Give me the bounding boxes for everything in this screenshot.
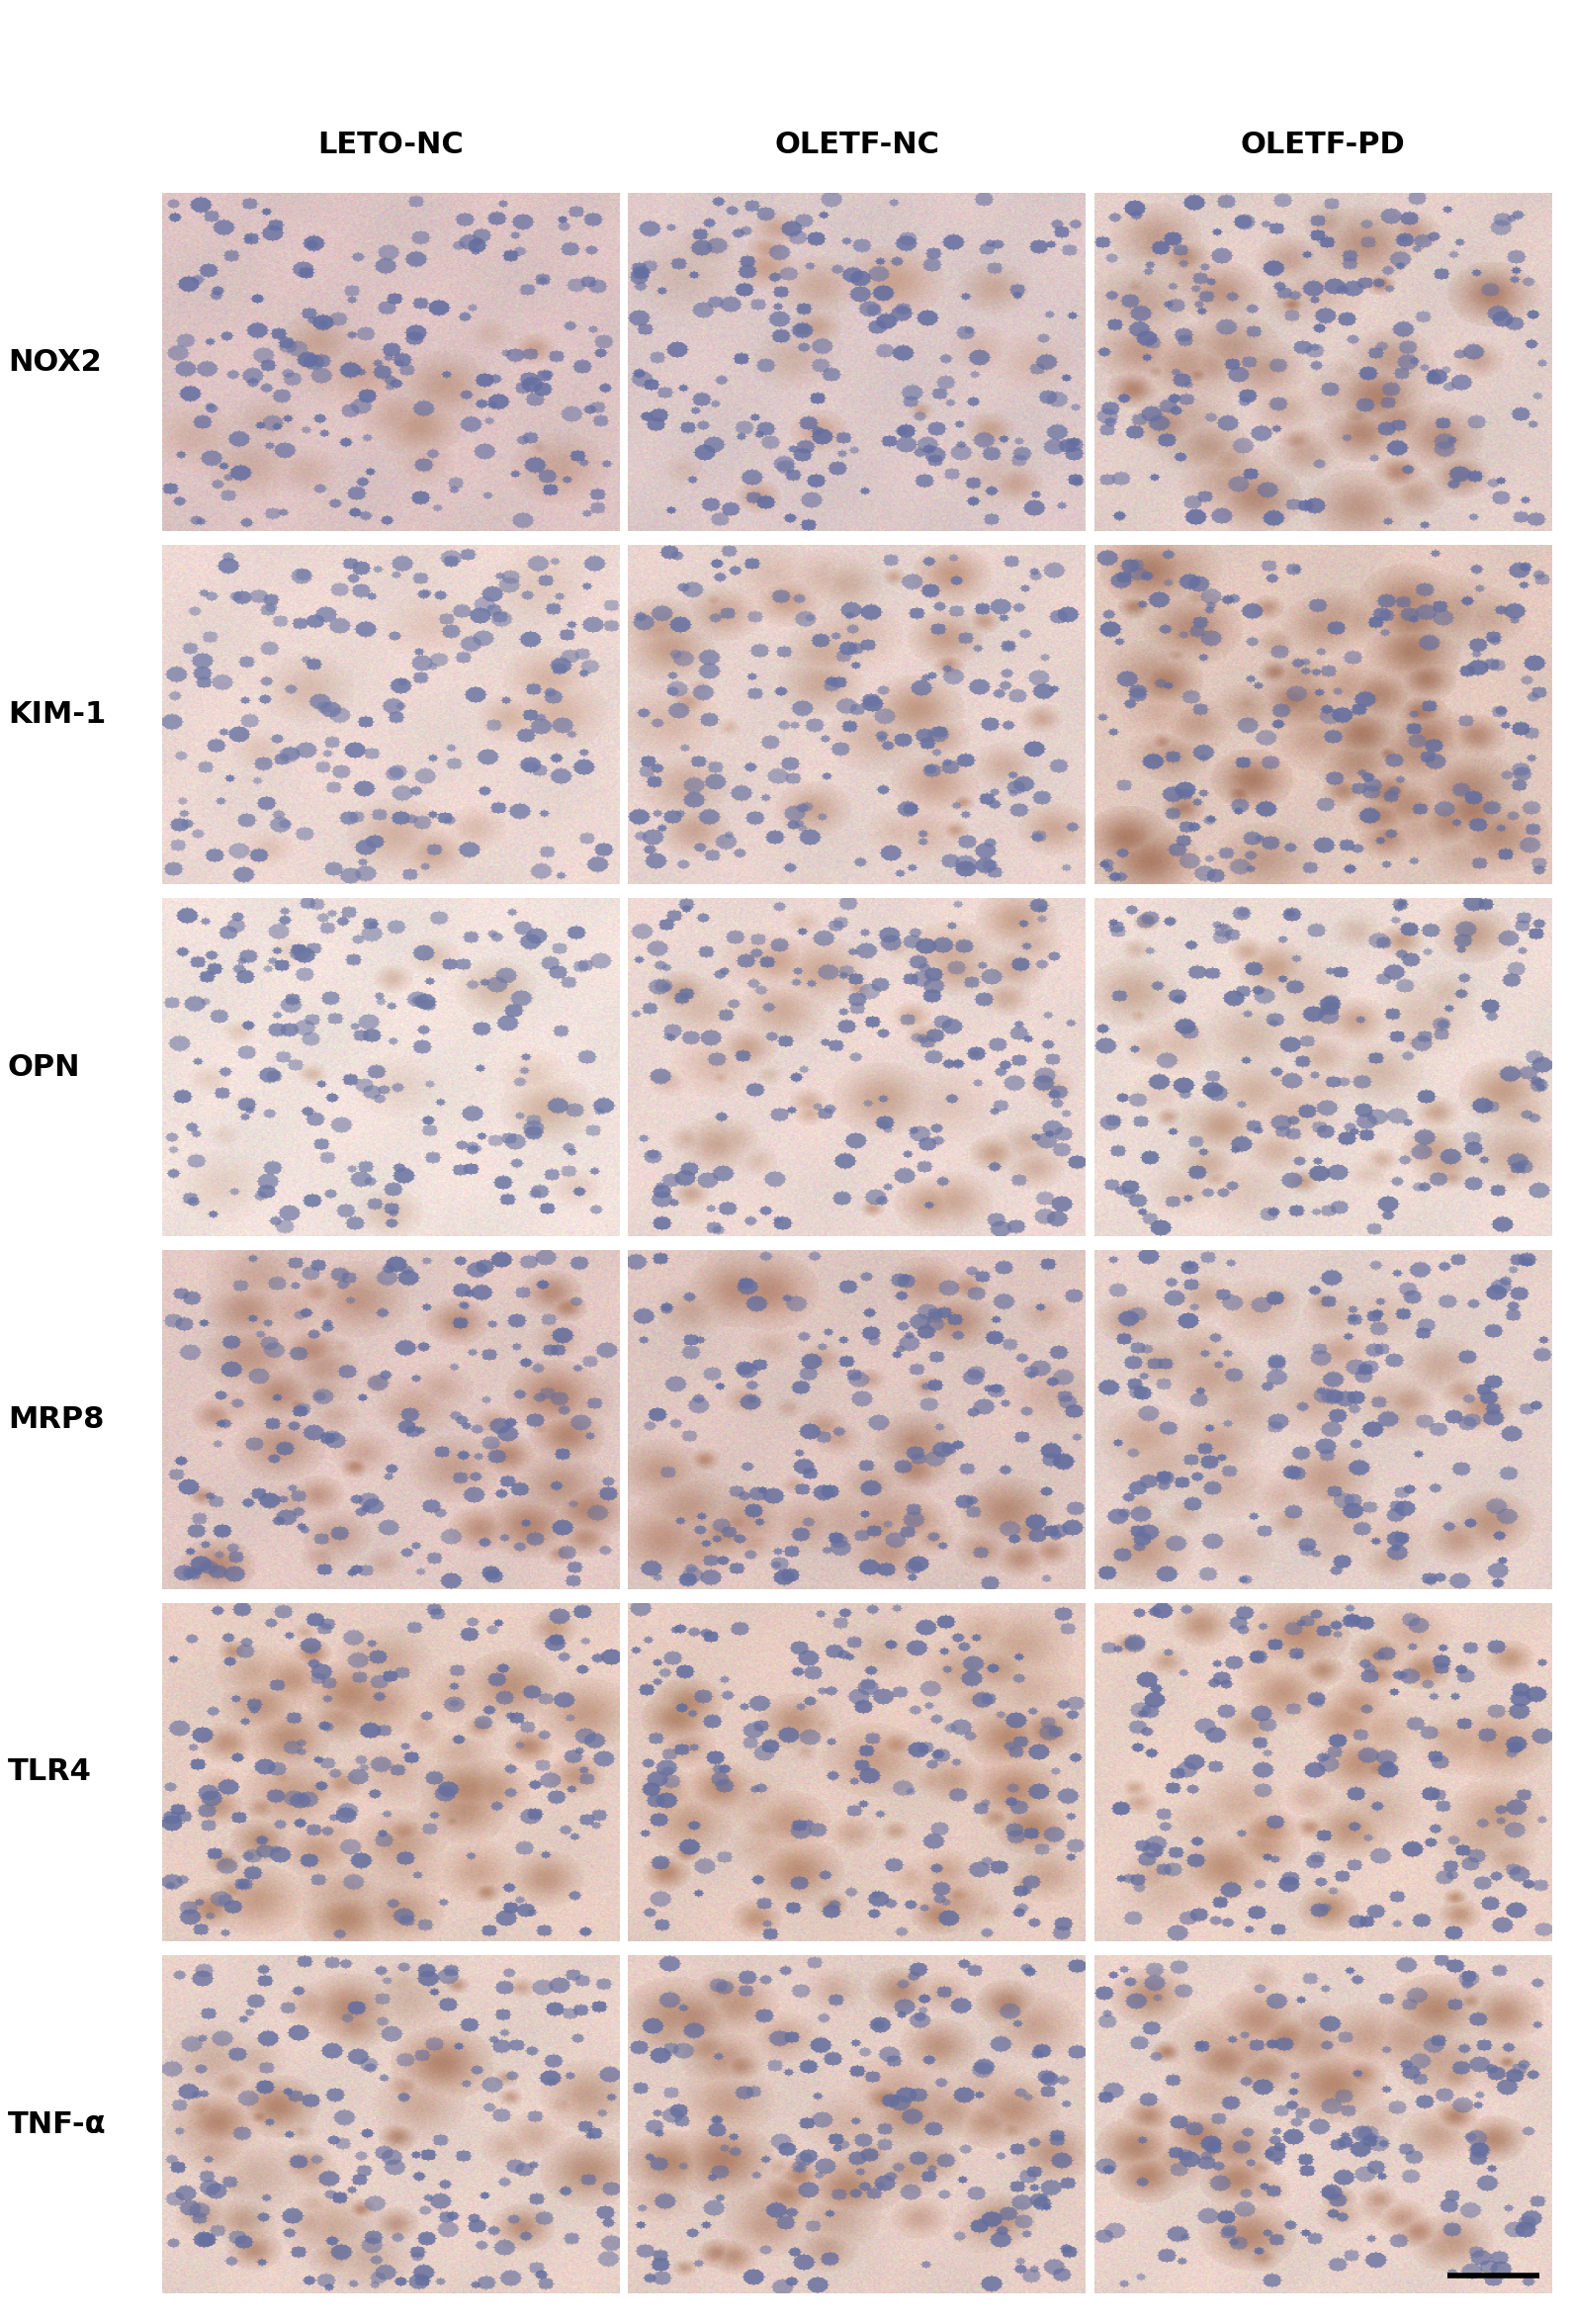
Text: MRP8: MRP8	[8, 1406, 104, 1434]
Text: KIM-1: KIM-1	[8, 700, 105, 730]
Text: NOX2: NOX2	[8, 349, 102, 376]
Text: OLETF-NC: OLETF-NC	[773, 130, 940, 160]
Text: TLR4: TLR4	[8, 1757, 91, 1787]
Text: TNF-α: TNF-α	[8, 2110, 107, 2138]
Text: OLETF-PD: OLETF-PD	[1240, 130, 1405, 160]
Text: OPN: OPN	[8, 1053, 80, 1081]
Text: LETO-NC: LETO-NC	[318, 130, 464, 160]
